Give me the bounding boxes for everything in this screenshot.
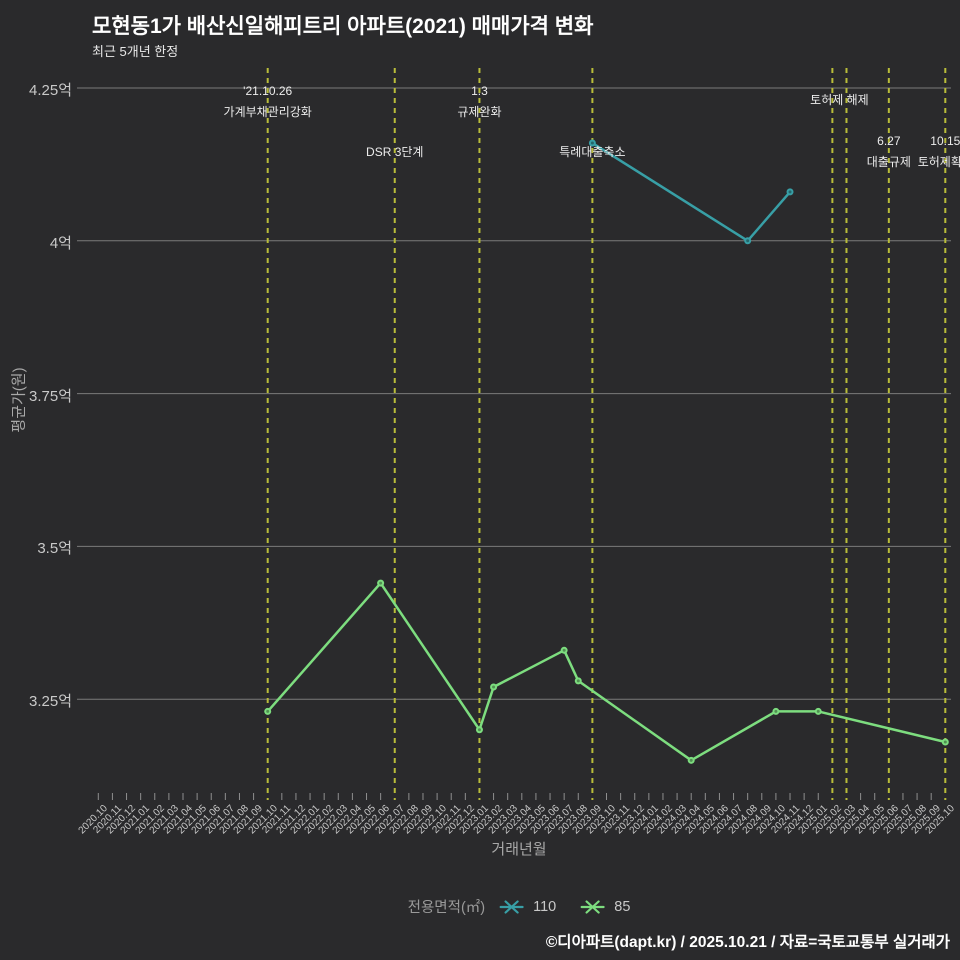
data-point-core-110 bbox=[788, 190, 792, 194]
legend-item-110: 110 bbox=[499, 899, 556, 915]
annotation-line: 1.3 bbox=[471, 84, 488, 98]
legend-title: 전용면적(㎡) bbox=[407, 900, 486, 916]
annotation-line: 10.15 bbox=[930, 134, 960, 148]
y-axis-title: 평균가(원) bbox=[10, 367, 28, 433]
data-point-core-85 bbox=[379, 581, 383, 585]
chart-title: 모현동1가 배산신일해피트리 아파트(2021) 매매가격 변화 bbox=[92, 15, 594, 38]
data-point-core-85 bbox=[816, 709, 820, 713]
data-point-core-85 bbox=[943, 740, 947, 744]
x-axis-title: 거래년월 bbox=[491, 841, 547, 858]
chart-subtitle: 최근 5개년 한정 bbox=[92, 44, 179, 59]
annotation-text: 10.15 토허제확대 bbox=[918, 131, 960, 173]
annotation-text: 토허제 해제 bbox=[810, 90, 869, 111]
annotation-line: 6.27 bbox=[877, 134, 901, 148]
annotation-line: 가계부채관리강화 bbox=[223, 105, 312, 119]
data-point-85 bbox=[687, 756, 695, 764]
data-point-85 bbox=[560, 646, 568, 654]
annotation-line: 특례대출축소 bbox=[559, 145, 626, 159]
annotation-line: 대출규제 bbox=[866, 155, 911, 169]
annotation-line: '21.10.26 bbox=[243, 84, 293, 98]
legend-marker-85-icon bbox=[580, 899, 605, 914]
data-point-85 bbox=[490, 683, 498, 691]
y-tick-label: 3.5억 bbox=[37, 540, 72, 558]
data-point-core-85 bbox=[774, 709, 778, 713]
data-point-85 bbox=[264, 707, 272, 715]
annotation-text: 1.3 규제완화 bbox=[457, 81, 501, 123]
series-line-85 bbox=[266, 581, 947, 762]
data-point-85 bbox=[475, 726, 483, 734]
annotation-text: '21.10.26 가계부채관리강화 bbox=[224, 81, 312, 123]
data-point-core-110 bbox=[590, 141, 594, 145]
legend-item-85: 85 bbox=[580, 899, 630, 915]
annotation-line: DSR 3단계 bbox=[366, 145, 424, 159]
data-point-core-85 bbox=[689, 758, 693, 762]
data-point-85 bbox=[941, 738, 949, 746]
legend-label: 110 bbox=[533, 898, 557, 915]
data-point-core-85 bbox=[477, 728, 481, 732]
y-tick-label: 3.75억 bbox=[29, 387, 72, 405]
annotation-line: 규제완화 bbox=[457, 105, 502, 119]
annotation-text: 특례대출축소 bbox=[559, 142, 625, 163]
data-point-core-85 bbox=[492, 685, 496, 689]
data-point-85 bbox=[814, 707, 822, 715]
y-tick-label: 4억 bbox=[49, 234, 72, 252]
data-point-110 bbox=[786, 188, 794, 196]
data-point-core-85 bbox=[576, 679, 580, 683]
legend-marker-110-icon bbox=[499, 899, 524, 914]
data-point-85 bbox=[772, 707, 780, 715]
legend-items: 110 85 bbox=[499, 899, 630, 915]
data-point-110 bbox=[588, 139, 596, 147]
data-point-core-85 bbox=[562, 648, 566, 652]
annotation-line: 토허제확대 bbox=[917, 155, 960, 169]
data-point-core-85 bbox=[266, 709, 270, 713]
annotation-line: 토허제 해제 bbox=[810, 93, 869, 107]
y-tick-label: 4.25억 bbox=[29, 82, 72, 99]
footer-credit: ©디아파트(dapt.kr) / 2025.10.21 / 자료=국토교통부 실… bbox=[545, 934, 950, 951]
data-point-85 bbox=[377, 579, 385, 587]
legend: 전용면적(㎡) 110 85 bbox=[408, 896, 631, 917]
data-point-85 bbox=[574, 677, 582, 685]
data-point-110 bbox=[744, 237, 752, 245]
y-tick-label: 3.25억 bbox=[29, 693, 72, 711]
data-point-core-110 bbox=[746, 239, 750, 243]
legend-label: 85 bbox=[614, 898, 631, 915]
annotation-text: 6.27 대출규제 bbox=[867, 131, 911, 173]
annotation-text: DSR 3단계 bbox=[366, 142, 423, 163]
